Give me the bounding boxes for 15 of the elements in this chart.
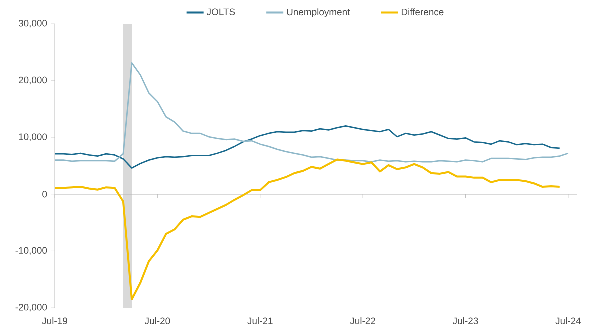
y-tick-label: 10,000	[19, 134, 48, 142]
x-tick-label: Jul-24	[556, 318, 582, 324]
y-tick-label: 20,000	[19, 76, 48, 85]
legend-label: JOLTS	[206, 8, 236, 16]
y-tick-label: -20,000	[16, 304, 48, 312]
y-tick-label: 30,000	[18, 20, 48, 28]
legend-label: Difference	[402, 8, 444, 16]
y-tick-label: -10,000	[16, 247, 48, 256]
x-tick-label: Jul-19	[42, 318, 68, 324]
legend-label: Unemployment	[287, 8, 350, 18]
x-tick-label: Jul-23	[453, 318, 478, 324]
x-tick-label: Jul-21	[248, 318, 273, 324]
x-tick-label: Jul-22	[350, 318, 376, 324]
y-tick-label: 0	[42, 191, 48, 198]
x-tick-label: Jul-20	[144, 318, 170, 324]
